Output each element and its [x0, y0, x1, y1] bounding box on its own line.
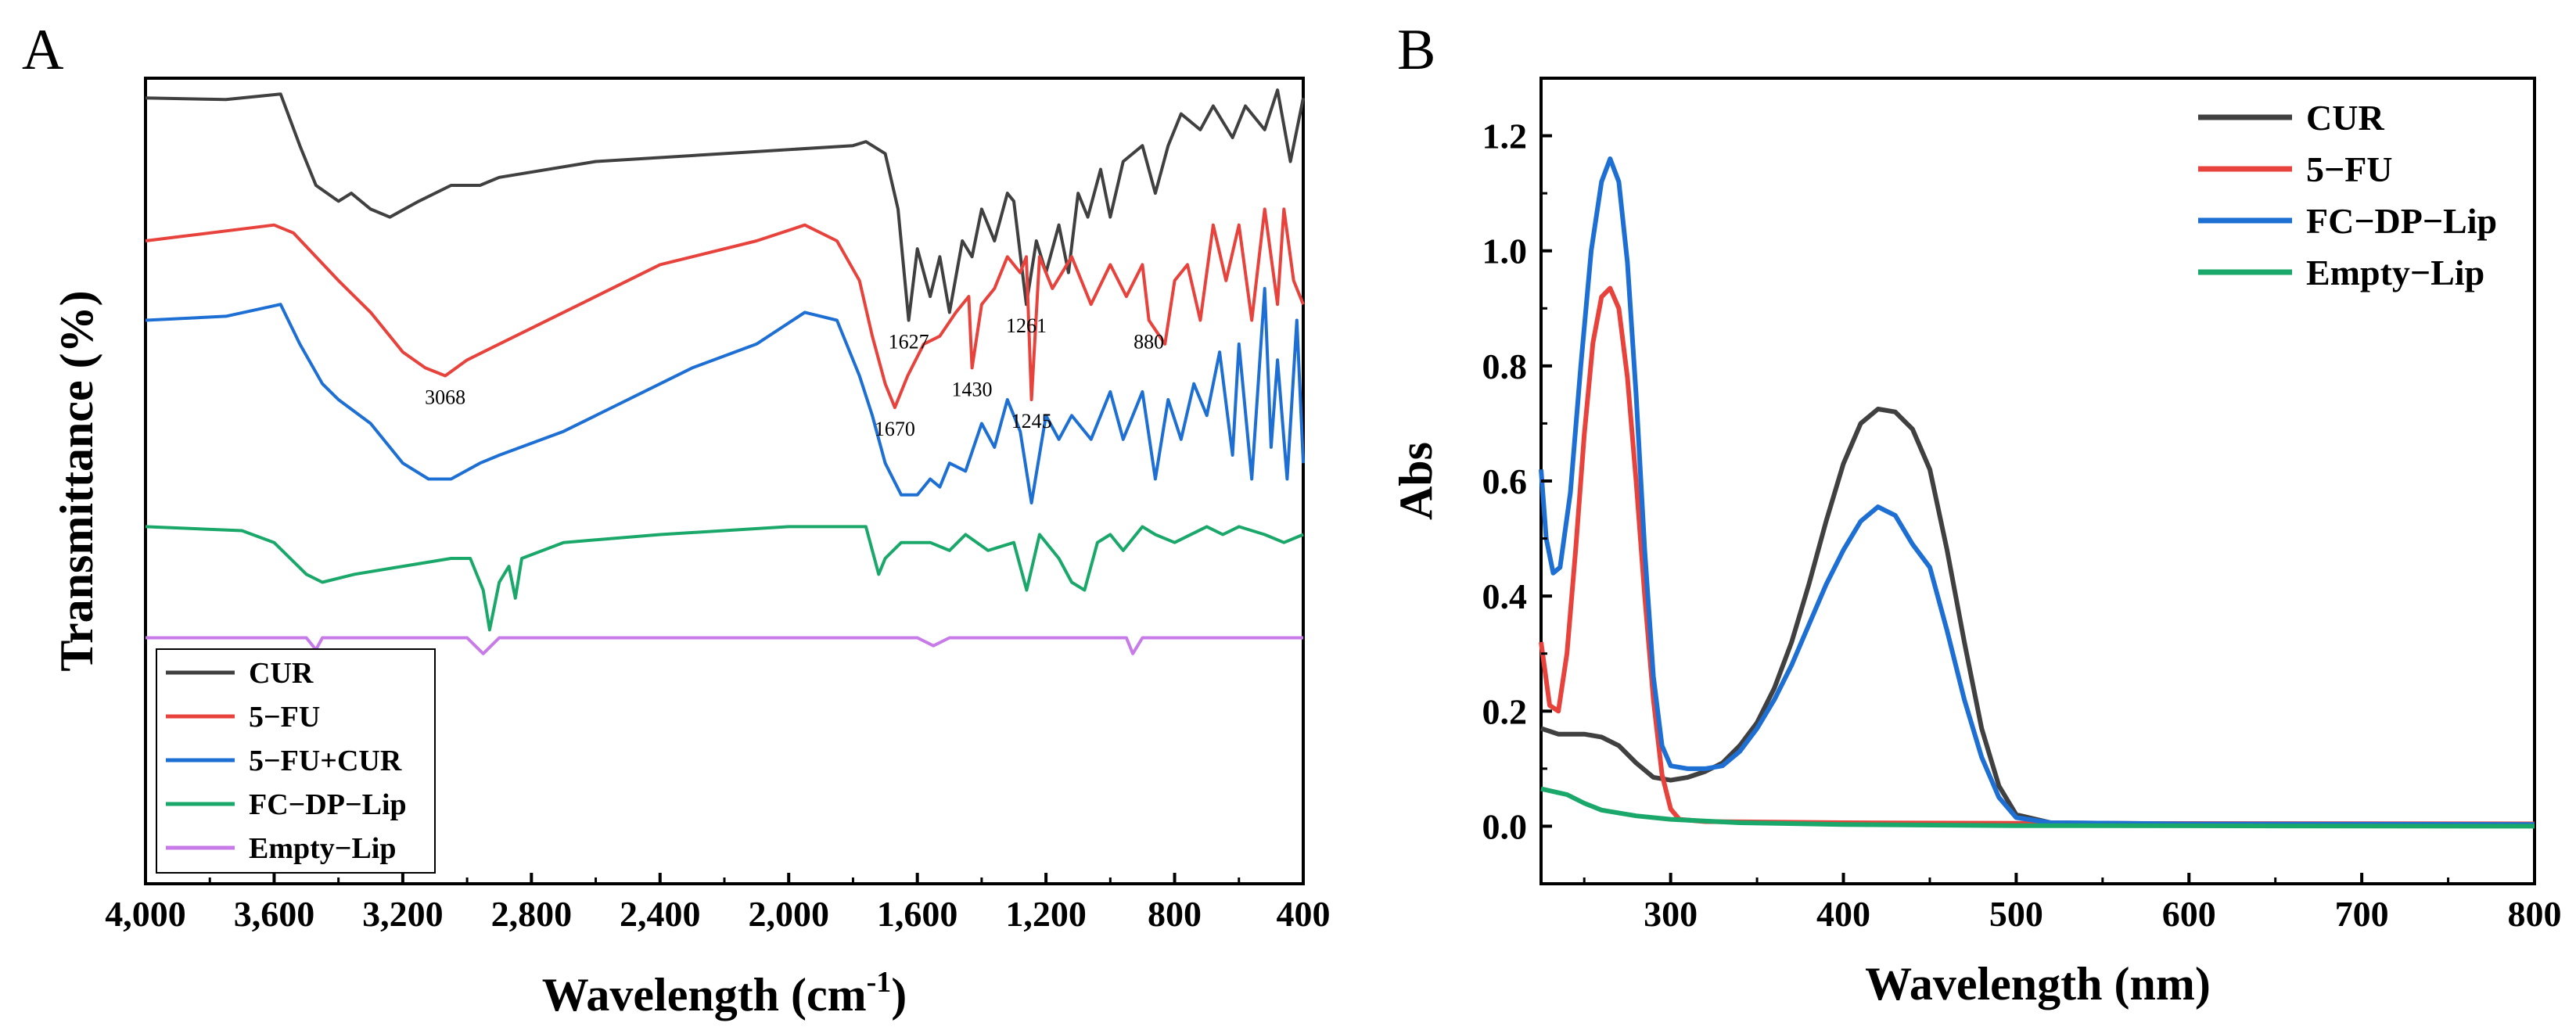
- series-a-empty-lip: [146, 636, 1303, 655]
- legend-a-label-cur: CUR: [249, 657, 314, 690]
- series-a-cur: [145, 88, 1305, 322]
- legend-a-label-empty-lip: Empty−Lip: [249, 832, 396, 865]
- x-tick-label-b-300: 300: [1644, 894, 1698, 934]
- plot-a-legend: CUR 5−FU 5−FU+CUR FC−DP−Lip Empty−Lip: [156, 648, 436, 874]
- annotation-1430: 1430: [952, 378, 993, 400]
- x-tick-label-a-3600: 3,600: [234, 894, 315, 934]
- series-a-fc-dp-lip: [145, 525, 1304, 632]
- x-tick-label-a-400: 400: [1277, 894, 1331, 934]
- x-tick-label-a-2000: 2,000: [748, 894, 829, 934]
- plot-b-y-ticks: 0.0 0.2 0.4 0.6 0.8 1.0 1.2: [1482, 117, 1552, 885]
- x-tick-label-a-800: 800: [1148, 894, 1202, 934]
- annotation-1627: 1627: [889, 331, 929, 354]
- series-a-5-fu-cur: [145, 286, 1305, 504]
- annotation-1261: 1261: [1006, 314, 1047, 337]
- legend-b-label-5-fu: 5−FU: [2306, 149, 2393, 189]
- panel-label-b: B: [1397, 18, 1435, 82]
- x-tick-label-a-4000: 4,000: [105, 894, 186, 934]
- y-tick-label-b-0.6: 0.6: [1482, 461, 1528, 501]
- annotation-1245: 1245: [1011, 410, 1052, 432]
- series-a-5-fu: [145, 207, 1305, 410]
- legend-a-label-5-fu-cur: 5−FU+CUR: [249, 745, 402, 777]
- plot-b-frame: [1539, 77, 2536, 885]
- plot-a-xlabel: Wavelength (cm-1): [542, 966, 907, 1021]
- plot-a-lines: [145, 88, 1305, 655]
- annotation-3068: 3068: [425, 386, 465, 409]
- x-tick-label-a-2400: 2,400: [620, 894, 701, 934]
- plot-b-x-ticks: 300 400 500 600 700 800: [1583, 873, 2562, 934]
- legend-b-label-empty-lip: Empty−Lip: [2306, 253, 2484, 292]
- legend-a-label-fc-dp-lip: FC−DP−Lip: [249, 788, 407, 821]
- x-tick-label-b-500: 500: [1989, 894, 2043, 934]
- x-tick-label-a-2800: 2,800: [491, 894, 573, 934]
- x-tick-label-b-600: 600: [2162, 894, 2216, 934]
- x-tick-label-b-400: 400: [1816, 894, 1870, 934]
- plot-a-annotations: 1627 1261 3068 1430 880 1670 1245: [425, 314, 1164, 440]
- legend-a-label-5-fu: 5−FU: [249, 701, 320, 734]
- series-b-cur: [1540, 407, 2535, 827]
- series-b-fc-dp-lip: [1539, 156, 2535, 827]
- plot-b-ylabel: Abs: [1390, 442, 1442, 520]
- plot-b-xlabel: Wavelength (nm): [1865, 958, 2211, 1010]
- panel-label-a: A: [22, 18, 63, 82]
- x-tick-label-b-700: 700: [2335, 894, 2389, 934]
- y-tick-label-b-0.0: 0.0: [1482, 806, 1528, 846]
- legend-b-label-fc-dp-lip: FC−DP−Lip: [2306, 201, 2497, 241]
- y-tick-label-b-1.0: 1.0: [1482, 231, 1528, 271]
- annotation-880: 880: [1134, 331, 1164, 354]
- plot-a-x-ticks: 4,000 3,600 3,200 2,800 2,400 2,000 1,600 1,200…: [105, 873, 1331, 934]
- x-tick-label-a-3200: 3,200: [362, 894, 444, 934]
- x-tick-label-a-1200: 1,200: [1005, 894, 1087, 934]
- annotation-1670: 1670: [875, 418, 915, 440]
- x-tick-label-a-1600: 1,600: [877, 894, 958, 934]
- y-tick-label-b-0.8: 0.8: [1482, 346, 1528, 386]
- y-tick-label-b-0.2: 0.2: [1482, 691, 1528, 731]
- legend-b-label-cur: CUR: [2306, 98, 2384, 138]
- plot-b-lines: [1539, 156, 2535, 829]
- y-tick-label-b-1.2: 1.2: [1482, 117, 1528, 156]
- series-b-empty-lip: [1540, 786, 2535, 829]
- series-b-5-fu: [1539, 285, 2535, 827]
- x-tick-label-b-800: 800: [2508, 894, 2562, 934]
- plot-a-ylabel: Transmittance (%): [51, 290, 102, 671]
- y-tick-label-b-0.4: 0.4: [1482, 576, 1528, 616]
- plot-b-legend: CUR 5−FU FC−DP−Lip Empty−Lip: [2198, 98, 2497, 292]
